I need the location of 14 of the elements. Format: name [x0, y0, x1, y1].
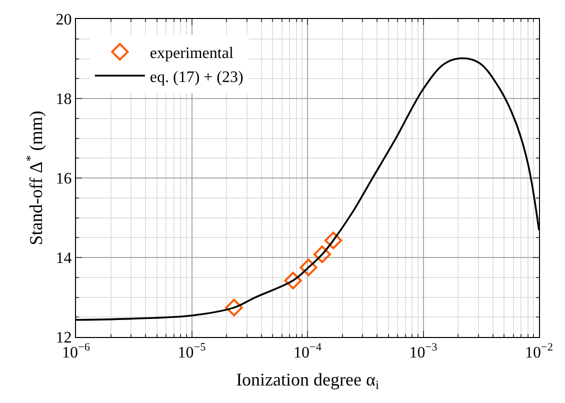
x-tick-label: 10$^{−3}$ — [409, 342, 438, 362]
legend-label: eq. (17) + (23) — [150, 68, 244, 86]
point — [300, 258, 318, 276]
x-tick-label: 10$^{−2}$ — [525, 342, 553, 362]
x-tick-label: 10$^{−4}$ — [294, 342, 322, 362]
y-tick-label: 16 — [56, 170, 72, 188]
y-tick-label: 18 — [56, 91, 72, 108]
y-tick-label: 20 — [56, 12, 72, 29]
point — [284, 272, 302, 290]
x-axis-title: Ionization degree α$_{i}$ — [236, 369, 380, 392]
legend-label: experimental — [150, 45, 234, 62]
x-tick-label: 10$^{−5}$ — [178, 342, 206, 362]
y-tick-label: 14 — [56, 250, 72, 268]
point — [313, 246, 332, 264]
